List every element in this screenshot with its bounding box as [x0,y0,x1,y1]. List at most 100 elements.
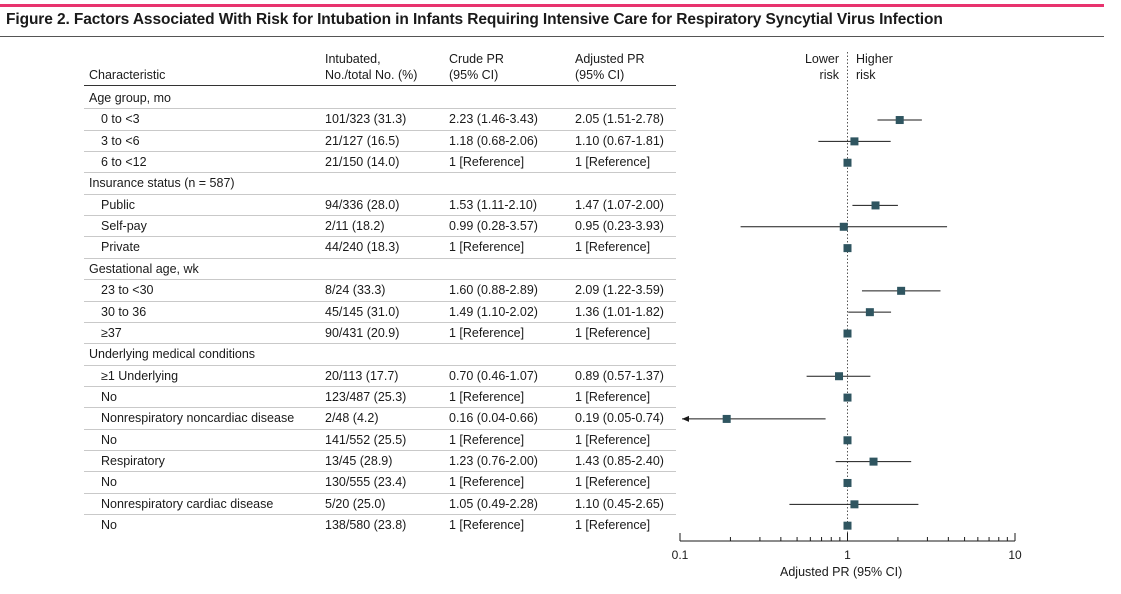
row-label: No [101,475,117,490]
row-label: ≥1 Underlying [101,368,179,383]
row-crude-pr: 1.05 (0.49-2.28) [449,496,538,511]
row-intubated: 45/145 (31.0) [325,304,400,319]
higher-risk-line1: Higher [856,52,893,66]
header-divider [84,85,676,86]
lower-risk-line2: risk [819,68,839,82]
row-crude-pr: 1.18 (0.68-2.06) [449,133,538,148]
row-label: Nonrespiratory noncardiac disease [101,411,295,426]
row-adjusted-pr: 1 [Reference] [575,389,651,404]
title-divider [0,36,1104,37]
row-crude-pr: 1.53 (1.11-2.10) [449,197,538,212]
header-crude: Crude PR (95% CI) [449,51,504,83]
point-marker [839,222,848,231]
accent-bar [0,4,1104,7]
row-intubated: 123/487 (25.3) [325,389,407,404]
point-marker [843,436,852,445]
row-label: No [101,389,117,404]
header-characteristic: Characteristic [89,68,166,82]
row-divider [84,172,676,174]
row-intubated: 13/45 (28.9) [325,453,393,468]
row-divider [84,129,676,131]
row-adjusted-pr: 1 [Reference] [575,325,651,340]
row-divider [84,151,676,153]
group-heading: Gestational age, wk [89,261,199,276]
row-divider [84,364,676,366]
point-marker [871,201,880,210]
higher-risk-label: Higher risk [856,51,893,83]
row-crude-pr: 1 [Reference] [449,389,525,404]
header-crude-line2: (95% CI) [449,68,499,82]
point-marker [843,521,852,530]
row-intubated: 130/555 (23.4) [325,475,407,490]
header-intubated-line2: No./total No. (%) [325,68,418,82]
row-label: 30 to 36 [101,304,147,319]
point-marker [869,457,878,466]
row-intubated: 2/48 (4.2) [325,411,379,426]
figure-title: Figure 2. Factors Associated With Risk f… [6,11,943,28]
row-adjusted-pr: 1.10 (0.67-1.81) [575,133,664,148]
row-intubated: 94/336 (28.0) [325,197,400,212]
row-label: Self-pay [101,219,147,234]
row-crude-pr: 1.23 (0.76-2.00) [449,453,538,468]
row-label: 6 to <12 [101,155,147,170]
row-label: ≥37 [101,325,122,340]
row-divider [84,215,676,217]
row-adjusted-pr: 1 [Reference] [575,518,651,532]
row-adjusted-pr: 2.09 (1.22-3.59) [575,283,664,298]
row-label: 3 to <6 [101,133,140,148]
row-label: Nonrespiratory cardiac disease [101,496,274,511]
row-intubated: 2/11 (18.2) [325,219,385,234]
row-adjusted-pr: 0.19 (0.05-0.74) [575,411,664,426]
row-divider [84,492,676,494]
header-adjusted-line1: Adjusted PR [575,52,645,66]
point-marker [835,372,844,381]
row-label: 23 to <30 [101,283,154,298]
row-intubated: 141/552 (25.5) [325,432,407,447]
row-label: Respiratory [101,453,165,468]
point-marker [895,116,904,125]
row-intubated: 5/20 (25.0) [325,496,386,511]
row-crude-pr: 1 [Reference] [449,325,525,340]
header-intubated-line1: Intubated, [325,52,381,66]
point-marker [843,329,852,338]
row-crude-pr: 1 [Reference] [449,475,525,490]
row-label: Private [101,240,140,255]
x-axis-label: Adjusted PR (95% CI) [780,565,903,579]
lower-risk-label: Lower risk [790,51,839,83]
row-divider [84,471,676,473]
header-intubated: Intubated, No./total No. (%) [325,51,417,83]
group-heading: Age group, mo [89,91,171,105]
higher-risk-line2: risk [856,68,876,82]
row-crude-pr: 1.60 (0.88-2.89) [449,283,538,298]
row-crude-pr: 1 [Reference] [449,155,525,170]
row-crude-pr: 1.49 (1.10-2.02) [449,304,538,319]
row-intubated: 21/150 (14.0) [325,155,400,170]
point-marker [850,500,859,509]
row-divider [84,449,676,451]
group-heading: Underlying medical conditions [89,347,256,362]
x-tick-label: 10 [1008,548,1022,562]
row-crude-pr: 0.99 (0.28-3.57) [449,219,538,234]
row-divider [84,428,676,430]
point-marker [843,478,852,487]
row-divider [84,343,676,345]
row-adjusted-pr: 1 [Reference] [575,432,651,447]
header-adjusted-line2: (95% CI) [575,68,625,82]
row-label: No [101,518,117,532]
row-divider [84,321,676,323]
row-intubated: 8/24 (33.3) [325,283,386,298]
point-marker [865,308,874,317]
row-crude-pr: 1 [Reference] [449,432,525,447]
row-divider [84,407,676,409]
row-divider [84,279,676,281]
row-divider [84,193,676,195]
row-adjusted-pr: 1 [Reference] [575,240,651,255]
row-divider [84,385,676,387]
row-crude-pr: 0.70 (0.46-1.07) [449,368,538,383]
row-intubated: 90/431 (20.9) [325,325,400,340]
row-divider [84,300,676,302]
row-adjusted-pr: 1.47 (1.07-2.00) [575,197,664,212]
lower-risk-line1: Lower [804,52,839,66]
row-divider [84,236,676,238]
